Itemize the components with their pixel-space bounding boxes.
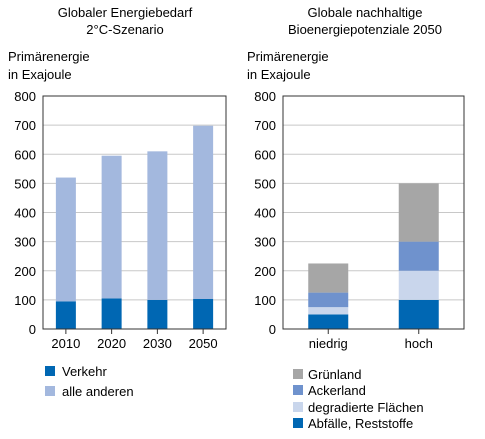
right-ylabel-line-1: Primärenergie [247,49,329,64]
right-ytick-label: 100 [254,293,276,308]
legend-swatch-degradierte [293,402,303,412]
legend-swatch-verkehr [45,366,55,376]
right-title-line-1: Globale nachhaltige [308,5,423,20]
right-category-label: niedrig [309,336,348,351]
left-bar-segment [55,177,76,302]
right-ytick-label: 200 [254,264,276,279]
right-bar-segment [308,263,349,293]
left-category-label: 2010 [51,336,80,351]
left-bar-segment [193,125,214,300]
left-axes-frame [42,95,227,330]
left-plot-area: 0 100 200 300 400 500 600 700 800 2010 2020 2030 205… [14,89,227,351]
left-ylabel-line-2: in Exajoule [8,67,72,82]
left-ytick-label: 400 [14,206,36,221]
legend-swatch-gruenland [293,369,303,379]
left-legend: Verkehr alle anderen [45,364,134,399]
legend-label-alle-anderen: alle anderen [62,384,134,399]
left-bar-segment [147,151,168,300]
legend-label-ackerland: Ackerland [308,383,366,398]
right-ytick-label: 700 [254,118,276,133]
left-bar-segment [101,155,122,299]
left-ylabel-line-1: Primärenergie [8,49,90,64]
right-bar-segment [398,183,439,242]
right-bar-segment [398,299,439,329]
legend-swatch-alle-anderen [45,386,55,396]
left-bar-segment [101,298,122,329]
right-bar-segment [308,292,349,308]
left-bar-segment [55,301,76,329]
left-category-label: 2050 [189,336,218,351]
right-plot-area: 0 100 200 300 400 500 600 700 800 niedrig hoch [254,89,465,351]
right-axes-frame [282,95,465,330]
left-ytick-label: 500 [14,176,36,191]
right-ytick-label: 600 [254,147,276,162]
left-ytick-label: 700 [14,118,36,133]
left-ytick-label: 0 [29,322,36,337]
left-ytick-label: 100 [14,293,36,308]
right-title-line-2: Bioenergiepotenziale 2050 [288,22,442,37]
right-ylabel-line-2: in Exajoule [247,67,311,82]
left-ytick-label: 600 [14,147,36,162]
left-ytick-label: 200 [14,264,36,279]
left-bar-segment [147,299,168,329]
legend-label-degradierte: degradierte Flächen [308,400,424,415]
right-ytick-label: 500 [254,176,276,191]
right-bar-segment [398,270,439,300]
right-ytick-label: 0 [269,322,276,337]
legend-label-verkehr: Verkehr [62,364,107,379]
left-ytick-label: 800 [14,89,36,104]
right-category-label: hoch [405,336,433,351]
right-legend: Grünland Ackerland degradierte Flächen A… [293,367,424,431]
legend-swatch-abfaelle [293,418,303,428]
left-title-line-2: 2°C-Szenario [86,22,163,37]
left-title-line-1: Globaler Energiebedarf [58,5,193,20]
left-bar-segment [193,299,214,329]
right-bar-segment [308,314,349,329]
right-bar-segment [398,241,439,271]
legend-label-abfaelle: Abfälle, Reststoffe [308,416,413,431]
right-ytick-label: 400 [254,206,276,221]
left-category-label: 2030 [143,336,172,351]
right-ytick-label: 300 [254,235,276,250]
legend-label-gruenland: Grünland [308,367,361,382]
right-ytick-label: 800 [254,89,276,104]
legend-swatch-ackerland [293,385,303,395]
left-ytick-label: 300 [14,235,36,250]
right-bar-segment [308,307,349,315]
left-category-label: 2020 [97,336,126,351]
